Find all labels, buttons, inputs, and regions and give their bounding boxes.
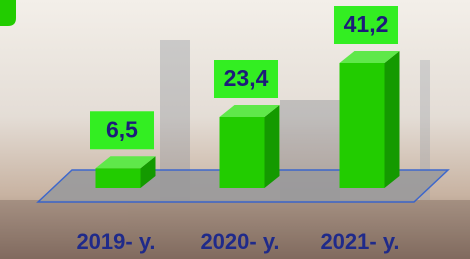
corner-tab xyxy=(0,0,16,26)
bar xyxy=(340,63,385,188)
value-label: 23,4 xyxy=(224,65,269,91)
chart: 6,5 2019- y. 23,4 2020- y. 41,2 2021- y. xyxy=(0,0,470,259)
bar xyxy=(96,168,141,188)
x-tick-label: 2019- y. xyxy=(76,229,155,254)
bar xyxy=(220,117,265,188)
bar-side xyxy=(385,51,400,188)
value-label: 41,2 xyxy=(344,11,389,37)
value-label: 6,5 xyxy=(106,116,138,142)
x-tick-label: 2021- y. xyxy=(320,229,399,254)
bar-side xyxy=(265,105,280,188)
x-tick-label: 2020- y. xyxy=(200,229,279,254)
